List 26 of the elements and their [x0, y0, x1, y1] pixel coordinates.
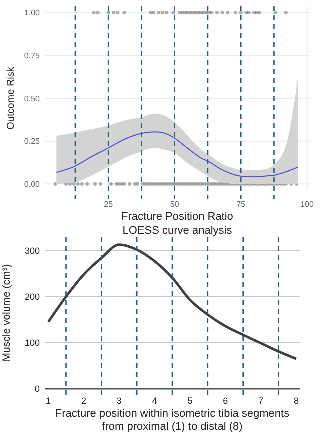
y-axis-title: Outcome Risk — [6, 66, 17, 130]
x-tick-label: 50 — [170, 200, 180, 209]
x-tick-label: 8 — [294, 396, 299, 406]
text: LOESS curve analysis — [122, 225, 233, 237]
x-axis-title: Fracture position within isometric tibia segments from proximal (1) to distal (8) — [55, 408, 290, 432]
y-tick-label: 200 — [24, 292, 40, 302]
y-tick-label: 0.75 — [24, 51, 41, 60]
x-tick-label: 7 — [258, 396, 264, 406]
x-tick-label: 100 — [300, 200, 315, 209]
y-tick-label: 0.25 — [24, 137, 41, 146]
y-tick-label: 0.50 — [24, 94, 41, 104]
x-tick-label: 5 — [188, 396, 193, 406]
y-tick-label: 100 — [24, 338, 40, 348]
x-tick-label: 25 — [104, 200, 114, 209]
x-tick-label: 3 — [116, 396, 122, 406]
x-tick-label: 4 — [152, 396, 158, 406]
y-tick-label: 1.00 — [24, 8, 41, 18]
y-tick-label: 300 — [24, 246, 40, 256]
y-tick-label: 0.00 — [24, 180, 41, 189]
y-axis-title: Muscle volume (cm³) — [1, 264, 13, 362]
y-tick-label: 0 — [34, 384, 40, 394]
x-tick-label: 1 — [46, 396, 52, 406]
x-tick-label: 75 — [236, 200, 246, 209]
x-axis-title: Fracture Position Ratio — [122, 211, 234, 223]
x-tick-label: 6 — [223, 396, 228, 406]
x-tick-label: 2 — [81, 396, 86, 406]
